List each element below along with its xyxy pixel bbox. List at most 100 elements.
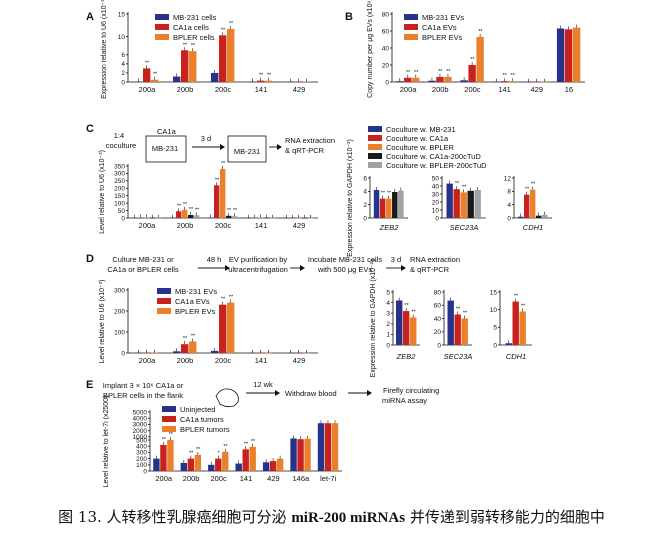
E-sig-200c-2: ** <box>223 444 228 450</box>
C-main-tick-label-6: 300 <box>114 171 125 178</box>
E-cat-label-0: 200a <box>155 474 173 483</box>
A-tick-label-3: 6 <box>121 52 125 59</box>
A-bar-200a-0 <box>135 81 143 83</box>
C-main-bar-200c-4 <box>232 216 238 218</box>
panel-d-legend-entry-2: BPLER EVs <box>175 307 216 316</box>
C-CDH1-sig-CDH1-1: ** <box>525 187 530 193</box>
panel-a-legend-swatch-2 <box>155 34 169 40</box>
B-bar-200b-1 <box>436 76 444 82</box>
E-bar-200c-2 <box>222 451 229 471</box>
C-main-sig-200b-4: ** <box>195 207 200 213</box>
C-main-bar-429-1 <box>290 217 296 219</box>
C-CDH1-bar-CDH1-3 <box>536 215 542 218</box>
D-ZEB2-tick-label-4: 4 <box>386 300 390 307</box>
E-bar-429-0 <box>262 462 270 471</box>
panel-c-sec23a-label: SEC23A <box>450 223 479 232</box>
panel-a-legend-entry-0: MB-231 cells <box>173 13 217 22</box>
C-SEC23A-tick-label-1: 10 <box>432 207 440 214</box>
B-cat-label-2: 200c <box>464 85 481 94</box>
B-tick-label-0: 0 <box>385 79 389 86</box>
panel-e-arrow2-head <box>367 390 372 396</box>
panel-c-well-box <box>227 135 267 163</box>
E-bar-let-7i-2 <box>331 423 339 471</box>
E-tick-label-5: 500 <box>136 437 147 444</box>
panel-b-letter: B <box>345 11 353 23</box>
panel-c-step1b: coculture <box>106 141 136 150</box>
B-bar-429-1 <box>532 81 541 83</box>
C-main-bar-200a-1 <box>138 217 144 219</box>
D-main-tick-label-2: 200 <box>114 308 125 315</box>
panel-e-legend-entry-1: CA1a tumors <box>180 415 224 424</box>
E-cat-label-1: 200b <box>183 474 200 483</box>
D-SEC23A-bar-SEC23A-0 <box>447 300 454 345</box>
panel-c-arrow2-head <box>277 144 282 150</box>
C-main-sig-200c-4: ** <box>233 208 238 214</box>
B-bar-141-0 <box>492 81 500 83</box>
C-main-tick-label-4: 200 <box>114 186 125 193</box>
A-tick-label-5: 15 <box>118 11 126 18</box>
panel-d-sec23a-label: SEC23A <box>444 352 473 361</box>
C-ZEB2-bar-ZEB2-0 <box>373 190 380 218</box>
B-ylabel: Copy number per μg EVs (x10⁹) <box>367 0 374 98</box>
D-main-bar-429-0 <box>287 352 295 354</box>
C-main-bar-200c-3 <box>226 215 232 218</box>
A-sig-200c-2: ** <box>229 21 234 27</box>
panel-c-box-top: CA1a <box>157 127 177 136</box>
D-CDH1-bar-CDH1-0 <box>505 343 512 345</box>
D-main-cat-label-1: 200b <box>177 356 194 365</box>
A-bar-141-1 <box>257 80 265 82</box>
D-main-tick-label-1: 100 <box>114 329 125 336</box>
panel-d-legend-swatch-2 <box>157 308 171 314</box>
C-main-bar-429-4 <box>308 217 314 219</box>
A-sig-200a-2: ** <box>153 72 158 78</box>
panel-d-arrow1-head <box>225 265 230 271</box>
C-main-bar-429-2 <box>296 217 302 219</box>
C-CDH1-bar-CDH1-0 <box>518 216 524 218</box>
E-tick-label-8: 3000 <box>133 422 148 429</box>
C-main-tick-label-0: 0 <box>121 215 125 222</box>
D-main-bar-200b-1 <box>181 344 189 353</box>
E-cat-label-6: let-7i <box>320 474 337 483</box>
D-CDH1-bar-CDH1-2 <box>519 311 526 345</box>
panel-b-legend-swatch-0 <box>404 14 418 20</box>
panel-c-legend-swatch-2 <box>368 144 382 150</box>
D-ZEB2-bar-ZEB2-2 <box>410 317 417 345</box>
D-main-cat-label-0: 200a <box>139 356 157 365</box>
E-cat-label-3: 141 <box>240 474 253 483</box>
E-tick-label-2: 200 <box>136 456 147 463</box>
C-main-bar-200b-3 <box>188 215 194 218</box>
panel-a-legend-swatch-0 <box>155 14 169 20</box>
panel-c-letter: C <box>86 123 94 135</box>
C-SEC23A-bar-SEC23A-0 <box>446 183 453 218</box>
E-bar-200b-2 <box>194 454 202 471</box>
panel-b-legend-entry-1: CA1a EVs <box>422 23 457 32</box>
C-CDH1-bar-CDH1-2 <box>530 189 536 218</box>
C-ZEB2-bar-ZEB2-4 <box>398 190 404 218</box>
A-tick-label-2: 4 <box>121 61 125 68</box>
D-SEC23A-sig-SEC23A-1: ** <box>456 307 461 313</box>
A-sig-200b-1: ** <box>183 42 188 48</box>
C-CDH1-tick-label-3: 12 <box>504 175 512 182</box>
panel-e-legend-swatch-1 <box>162 416 176 422</box>
E-cat-label-5: 146a <box>293 474 311 483</box>
E-sig-200a-2: ** <box>169 432 174 438</box>
E-tick-label-7: 2000 <box>133 428 148 435</box>
panel-b-legend-swatch-1 <box>404 24 418 30</box>
B-bar-200a-1 <box>404 77 412 82</box>
C-SEC23A-sig-SEC23A-2: ** <box>462 184 467 190</box>
D-main-cat-label-2: 200c <box>215 356 232 365</box>
A-sig-200c-1: ** <box>221 27 226 33</box>
panel-d-step2b: ultracentrifugation <box>228 265 288 274</box>
E-sig-141-2: ** <box>251 439 256 445</box>
D-ZEB2-tick-label-1: 1 <box>386 332 390 339</box>
C-main-bar-200b-1 <box>176 211 182 218</box>
panel-a-legend-swatch-1 <box>155 24 169 30</box>
C-ZEB2-bar-ZEB2-1 <box>379 198 386 218</box>
panel-d-step4a: RNA extraction <box>410 255 460 264</box>
panel-e-legend-entry-2: BPLER tumors <box>180 425 230 434</box>
C-CDH1-sig-CDH1-2: ** <box>531 182 536 188</box>
B-sig-200b-2: ** <box>446 69 451 75</box>
panel-a-letter: A <box>86 11 94 23</box>
panel-d-step1b: CA1a or BPLER cells <box>107 265 179 274</box>
panel-d-legend-swatch-1 <box>157 298 171 304</box>
